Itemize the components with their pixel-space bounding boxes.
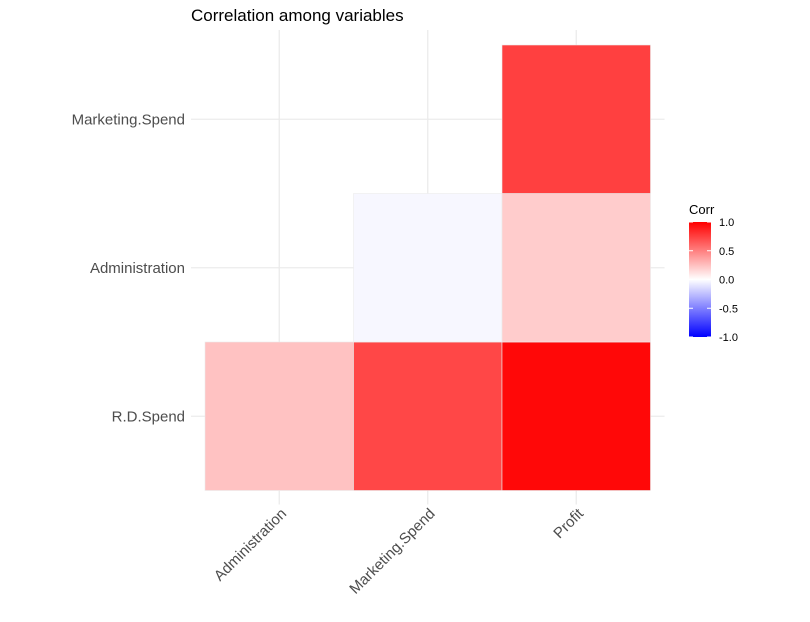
y-tick-label: Administration: [90, 260, 185, 277]
y-axis: R.D.Spend Administration Marketing.Spend: [72, 111, 185, 425]
heatmap-cell: [501, 193, 651, 343]
heatmap-cell: [353, 193, 503, 343]
legend: Corr 1.0 0.5 0.0 -0.5 -1.0: [689, 202, 738, 344]
heatmap-tiles: [204, 44, 651, 491]
legend-tick-label: -1.0: [719, 332, 738, 344]
legend-tick-label: -0.5: [719, 303, 738, 315]
x-tick-label: Marketing.Spend: [346, 505, 438, 597]
x-axis: Administration Marketing.Spend Profit: [211, 505, 588, 598]
x-tick-label: Administration: [211, 505, 290, 584]
y-tick-label: R.D.Spend: [112, 408, 185, 425]
heatmap-cell: [501, 341, 651, 491]
heatmap-cell: [501, 44, 651, 194]
legend-colorbar: [689, 222, 711, 337]
legend-tick-label: 0.0: [719, 275, 734, 287]
legend-tick-label: 1.0: [719, 217, 734, 229]
heatmap-cell: [353, 341, 503, 491]
heatmap-cell: [204, 341, 354, 491]
chart-title: Correlation among variables: [191, 6, 404, 25]
y-tick-label: Marketing.Spend: [72, 111, 185, 128]
legend-ticks: 1.0 0.5 0.0 -0.5 -1.0: [689, 217, 738, 344]
legend-tick-label: 0.5: [719, 246, 734, 258]
legend-title: Corr: [689, 202, 715, 217]
x-tick-label: Profit: [550, 505, 587, 542]
